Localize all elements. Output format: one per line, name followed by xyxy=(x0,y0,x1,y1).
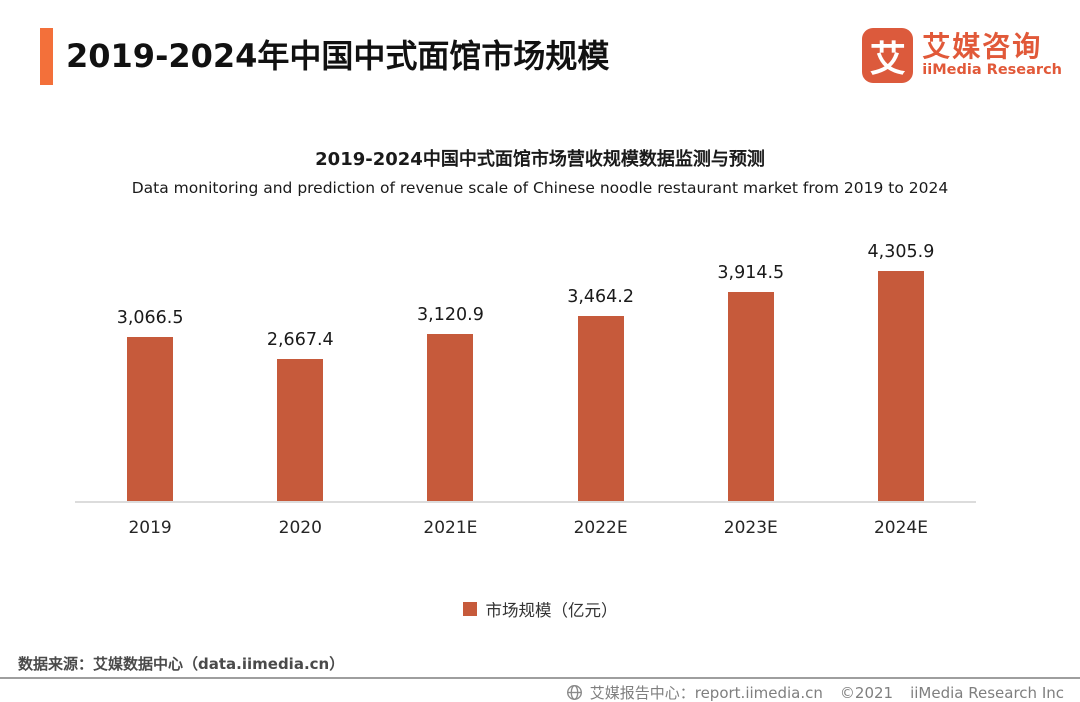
bar-column: 3,464.2 xyxy=(526,240,676,501)
bar-value-label: 3,120.9 xyxy=(417,305,484,325)
bar-value-label: 3,464.2 xyxy=(567,287,634,307)
x-axis-label: 2023E xyxy=(723,518,778,538)
logo-glyph: 艾 xyxy=(869,38,906,80)
logo-brand-en: iiMedia Research xyxy=(922,62,1062,78)
legend-label: 市场规模（亿元） xyxy=(485,601,618,620)
logo-brand-cn: 艾媒咨询 xyxy=(922,30,1043,63)
bar-column: 3,914.5 xyxy=(676,240,826,501)
legend-swatch xyxy=(462,602,477,616)
bar xyxy=(877,271,924,501)
footer-copyright: ©2021 xyxy=(839,683,894,702)
page-title: 2019-2024年中国中式面馆市场规模 xyxy=(66,37,610,75)
footer-report-center: 艾媒报告中心：report.iimedia.cn xyxy=(589,684,823,702)
data-source: 数据来源：艾媒数据中心（data.iimedia.cn） xyxy=(18,655,345,673)
bar-column: 2,667.4 xyxy=(225,240,375,501)
footer-divider xyxy=(0,677,1080,679)
x-axis-label: 2019 xyxy=(128,518,172,538)
title-accent-bar xyxy=(40,28,53,85)
bar xyxy=(727,292,774,501)
bar-value-label: 4,305.9 xyxy=(867,242,935,262)
chart-title: 2019-2024中国中式面馆市场营收规模数据监测与预测 xyxy=(315,149,765,170)
x-axis-label: 2024E xyxy=(873,518,928,538)
chart-subtitle: Data monitoring and prediction of revenu… xyxy=(131,179,949,197)
bar-value-label: 2,667.4 xyxy=(266,330,334,350)
footer: 艾媒报告中心：report.iimedia.cn ©2021 iiMedia R… xyxy=(566,682,1064,702)
globe-icon xyxy=(566,685,582,700)
footer-company: iiMedia Research Inc xyxy=(910,683,1064,702)
bar-value-label: 3,914.5 xyxy=(717,263,785,283)
logo-text: 艾媒咨询 iiMedia Research xyxy=(922,32,1062,79)
bar xyxy=(277,359,324,501)
bar-column: 3,066.5 xyxy=(75,240,225,501)
bar xyxy=(577,316,624,501)
bar xyxy=(427,334,474,501)
bar xyxy=(127,337,174,501)
x-axis-label: 2020 xyxy=(278,518,322,538)
bar-column: 4,305.9 xyxy=(826,240,976,501)
bar-value-label: 3,066.5 xyxy=(116,308,184,328)
iimedia-logo: 艾 艾媒咨询 iiMedia Research xyxy=(862,28,1062,83)
plot-area: 3,066.5 2,667.4 3,120.9 3,464.2 3,914.5 4,305… xyxy=(75,240,976,503)
legend: 市场规模（亿元） xyxy=(0,597,1080,621)
x-axis-label: 2022E xyxy=(573,518,628,538)
iimedia-logo-icon: 艾 xyxy=(862,28,914,83)
bar-column: 3,120.9 xyxy=(375,240,525,501)
x-axis-label: 2021E xyxy=(423,518,478,538)
x-axis: 2019 2020 2021E 2022E 2023E 2024E xyxy=(75,505,976,538)
